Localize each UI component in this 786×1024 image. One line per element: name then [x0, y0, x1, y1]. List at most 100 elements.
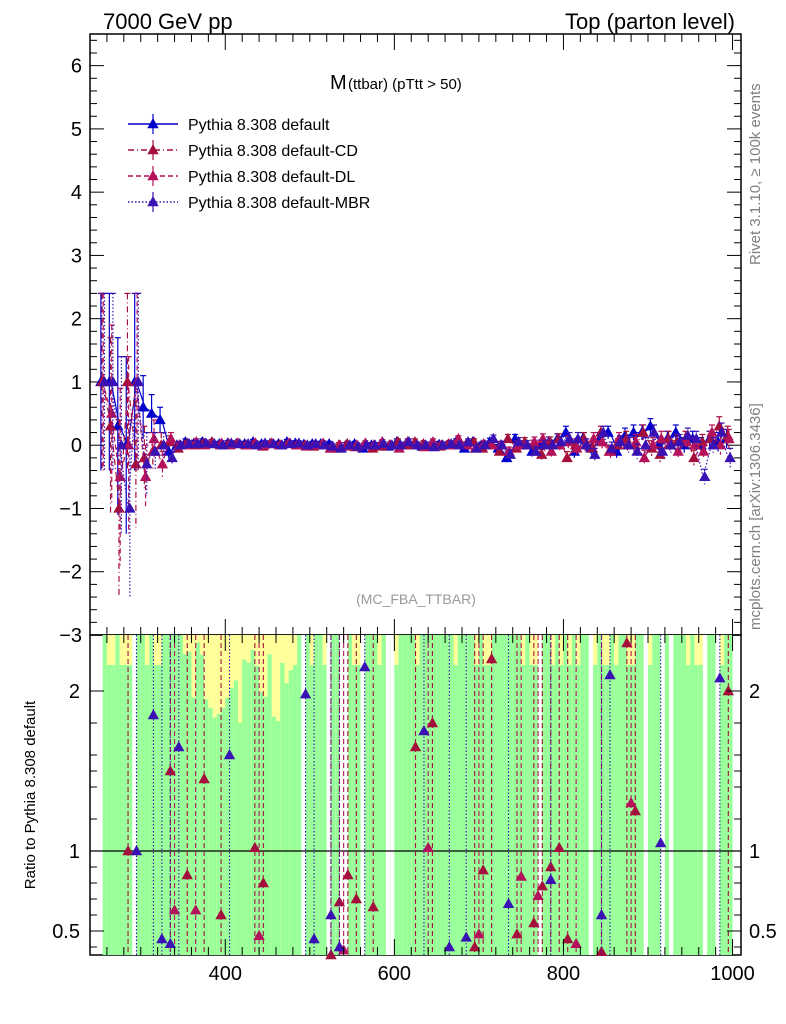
- main-y-tick-label: 3: [71, 245, 82, 267]
- header-left: 7000 GeV pp: [103, 9, 233, 34]
- data-point: [637, 426, 649, 437]
- ratio-point: [545, 873, 557, 884]
- band-inner: [187, 651, 192, 955]
- ratio-point: [342, 869, 354, 880]
- band-inner: [233, 680, 238, 955]
- ratio-point: [367, 901, 379, 912]
- ratio-point: [561, 933, 574, 944]
- data-point: [606, 442, 618, 453]
- data-point: [276, 439, 288, 450]
- band-inner: [322, 665, 327, 955]
- band-outer: [356, 635, 361, 694]
- band-inner: [292, 665, 298, 955]
- band-inner: [432, 635, 437, 955]
- band-outer: [128, 635, 133, 687]
- data-point: [343, 439, 356, 450]
- ratio-y-tick-label-right: 0.5: [749, 921, 777, 943]
- band-inner: [225, 697, 230, 955]
- band-outer: [474, 635, 479, 675]
- band-inner: [707, 635, 712, 955]
- band-gap: [390, 635, 395, 955]
- ratio-point: [249, 841, 261, 852]
- band-inner: [584, 635, 589, 955]
- band-inner: [318, 635, 323, 955]
- band-inner: [457, 635, 462, 955]
- band-inner: [195, 642, 200, 955]
- ratio-y-tick-label-right: 1: [749, 841, 760, 863]
- data-point: [560, 426, 572, 437]
- data-point: [113, 502, 125, 513]
- data-point: [538, 439, 550, 450]
- ratio-point: [147, 709, 160, 720]
- data-point: [124, 502, 136, 513]
- ratio-y-axis-label: Ratio to Pythia 8.308 default: [22, 700, 39, 889]
- band-inner: [724, 635, 729, 955]
- band-inner: [652, 635, 657, 955]
- ratio-point: [198, 773, 210, 784]
- data-point: [267, 437, 280, 449]
- legend-label: Pythia 8.308 default-DL: [188, 169, 355, 186]
- data-point: [462, 436, 474, 447]
- data-point: [208, 437, 221, 449]
- band-outer: [352, 635, 357, 688]
- band-inner: [512, 635, 517, 955]
- legend-label: Pythia 8.308 default-MBR: [188, 195, 370, 212]
- ratio-point: [714, 672, 726, 683]
- band-inner: [601, 665, 606, 955]
- band-gap: [660, 635, 665, 955]
- data-point: [428, 441, 440, 452]
- ratio-series-0: [122, 635, 735, 960]
- data-point: [597, 426, 609, 437]
- band-inner: [140, 635, 145, 955]
- band-inner: [508, 635, 513, 955]
- ratio-y-tick-label: 2: [69, 681, 80, 703]
- data-point: [655, 432, 667, 444]
- band-inner: [470, 635, 475, 955]
- band-gap: [326, 635, 331, 955]
- data-point: [310, 437, 322, 449]
- ratio-point: [253, 929, 265, 940]
- band-inner: [204, 699, 209, 955]
- data-point: [486, 439, 498, 450]
- band-inner: [648, 665, 653, 955]
- ratio-point: [308, 933, 320, 944]
- main-y-tick-label: 5: [71, 119, 82, 141]
- data-point: [647, 439, 659, 450]
- ratio-point: [215, 909, 227, 920]
- band-outer: [593, 635, 598, 668]
- legend-label: Pythia 8.308 default-CD: [188, 143, 358, 160]
- ratio-point: [654, 837, 667, 848]
- data-point: [149, 445, 161, 456]
- band-inner: [698, 665, 703, 955]
- band-inner: [221, 707, 226, 955]
- ratio-point: [426, 717, 439, 728]
- data-point: [318, 439, 330, 450]
- band-inner: [170, 635, 175, 955]
- band-inner: [144, 665, 150, 955]
- ratio-point: [473, 928, 485, 939]
- data-point: [420, 439, 432, 450]
- ratio-y-tick-label-right: 2: [749, 681, 760, 703]
- band-inner: [580, 635, 585, 955]
- band-outer: [292, 635, 298, 694]
- ratio-data-layer: 0.5 0.5 1 1 2 2 400 600 800 1000: [52, 635, 777, 985]
- data-point: [639, 439, 652, 450]
- band-inner: [102, 635, 107, 955]
- band-inner: [449, 635, 454, 955]
- band-gap: [339, 635, 344, 955]
- ratio-point: [629, 805, 642, 816]
- band-inner: [415, 665, 420, 955]
- band-inner: [149, 635, 154, 955]
- band-outer: [648, 635, 653, 675]
- band-outer: [521, 635, 526, 674]
- x-tick-label: 1000: [710, 963, 755, 985]
- data-point: [496, 439, 508, 450]
- main-y-tick-label: 1: [71, 372, 82, 394]
- data-point: [157, 439, 170, 450]
- band-inner: [423, 635, 429, 955]
- data-point: [673, 436, 686, 447]
- main-y-tick-label: −1: [59, 498, 82, 520]
- data-point: [596, 436, 608, 447]
- band-inner: [597, 635, 602, 955]
- data-point: [148, 432, 160, 444]
